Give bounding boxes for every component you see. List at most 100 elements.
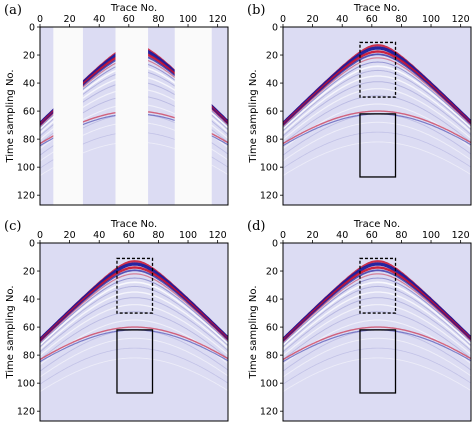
- plot-frame: [39, 26, 229, 206]
- x-axis-label: Trace No.: [110, 3, 157, 14]
- y-tick-label: 40: [266, 78, 278, 89]
- y-tick-label: 100: [260, 378, 278, 389]
- y-tick-label: 100: [17, 162, 35, 173]
- y-tick-label: 80: [266, 134, 278, 145]
- missing-trace-gap: [53, 27, 83, 205]
- x-tick-label: 0: [280, 14, 286, 25]
- x-tick-label: 60: [366, 230, 378, 241]
- y-tick-label: 80: [23, 134, 35, 145]
- x-axis-label: Trace No.: [353, 3, 400, 14]
- x-tick-label: 120: [209, 230, 227, 241]
- event-band: [40, 337, 228, 378]
- y-tick-label: 100: [17, 378, 35, 389]
- plot-frame: [282, 242, 472, 422]
- dashed-box: [359, 41, 397, 98]
- y-tick-label: 20: [266, 266, 278, 277]
- event-band-secondary: [283, 326, 471, 361]
- y-tick-label: 0: [29, 22, 35, 33]
- y-tick-label: 20: [23, 266, 35, 277]
- x-tick-label: 60: [123, 14, 135, 25]
- event-band: [283, 273, 471, 343]
- event-band: [283, 131, 471, 169]
- x-tick-label: 20: [64, 230, 76, 241]
- x-tick-label: 80: [152, 14, 164, 25]
- plot-background: [283, 27, 471, 205]
- missing-trace-gap: [174, 27, 212, 205]
- event-band: [283, 65, 471, 130]
- y-tick-label: 60: [266, 322, 278, 333]
- event-band: [283, 69, 471, 132]
- panel-4: 0 20 40 60 80 100 120 0 20 40 60 80 100 120 Trace No. T…: [247, 219, 472, 422]
- x-tick-label: 20: [307, 230, 319, 241]
- x-tick-label: 60: [123, 230, 135, 241]
- event-band: [283, 121, 471, 162]
- event-band: [283, 95, 471, 144]
- x-tick-label: 20: [64, 14, 76, 25]
- event-band: [40, 304, 228, 357]
- event-band: [40, 291, 228, 350]
- dashed-box: [116, 257, 154, 314]
- y-tick-label: 40: [23, 294, 35, 305]
- y-tick-label: 80: [23, 350, 35, 361]
- x-tick-label: 40: [336, 230, 348, 241]
- panel-1: 0 20 40 60 80 100 120 0 20 40 60 80 100 120 Trace No. T…: [4, 3, 229, 206]
- plot-background: [40, 243, 228, 421]
- x-tick-label: 120: [209, 14, 227, 25]
- dashed-box: [359, 257, 397, 314]
- event-band: [283, 141, 471, 176]
- event-band: [283, 347, 471, 385]
- x-tick-label: 0: [37, 230, 43, 241]
- plot-frame: [282, 26, 472, 206]
- y-axis-label: Time sampling No.: [248, 285, 259, 379]
- event-band: [40, 273, 228, 343]
- event-band: [283, 57, 471, 127]
- event-band: [283, 53, 471, 126]
- event-band: [40, 357, 228, 392]
- y-tick-label: 0: [272, 238, 278, 249]
- y-axis-label: Time sampling No.: [5, 69, 16, 163]
- y-tick-label: 20: [23, 50, 35, 61]
- event-band: [283, 61, 471, 128]
- event-band: [283, 281, 471, 346]
- y-tick-label: 80: [266, 350, 278, 361]
- y-tick-label: 60: [23, 322, 35, 333]
- panel-label: (b): [247, 3, 265, 18]
- event-band-secondary: [283, 110, 471, 145]
- y-tick-label: 0: [29, 238, 35, 249]
- y-tick-label: 120: [260, 190, 278, 201]
- event-band: [283, 304, 471, 357]
- y-tick-label: 120: [260, 406, 278, 417]
- x-tick-label: 0: [37, 14, 43, 25]
- event-band: [283, 277, 471, 344]
- x-tick-label: 60: [366, 14, 378, 25]
- x-tick-label: 80: [395, 14, 407, 25]
- x-tick-label: 100: [422, 14, 440, 25]
- x-tick-label: 100: [179, 14, 197, 25]
- y-tick-label: 100: [260, 162, 278, 173]
- plot-frame: [39, 242, 229, 422]
- y-tick-label: 0: [272, 22, 278, 33]
- event-band: [40, 277, 228, 344]
- plot-background: [283, 243, 471, 421]
- solid-box: [359, 329, 397, 394]
- event-band: [283, 269, 471, 342]
- seismic-wavefield: [283, 260, 471, 392]
- x-tick-label: 80: [152, 230, 164, 241]
- seismic-wavefield: [40, 260, 228, 392]
- panel-label: (a): [4, 3, 22, 18]
- event-band: [40, 297, 228, 353]
- panel-3: 0 20 40 60 80 100 120 0 20 40 60 80 100 120 Trace No. T…: [4, 219, 229, 422]
- x-tick-label: 0: [280, 230, 286, 241]
- y-tick-label: 120: [17, 406, 35, 417]
- x-tick-label: 40: [93, 14, 105, 25]
- event-band: [283, 81, 471, 137]
- event-band: [283, 357, 471, 392]
- x-tick-label: 120: [452, 14, 470, 25]
- event-band-secondary: [40, 326, 228, 361]
- event-band: [40, 311, 228, 360]
- x-axis-label: Trace No.: [353, 219, 400, 230]
- x-tick-label: 120: [452, 230, 470, 241]
- event-band: [283, 337, 471, 378]
- y-tick-label: 40: [23, 78, 35, 89]
